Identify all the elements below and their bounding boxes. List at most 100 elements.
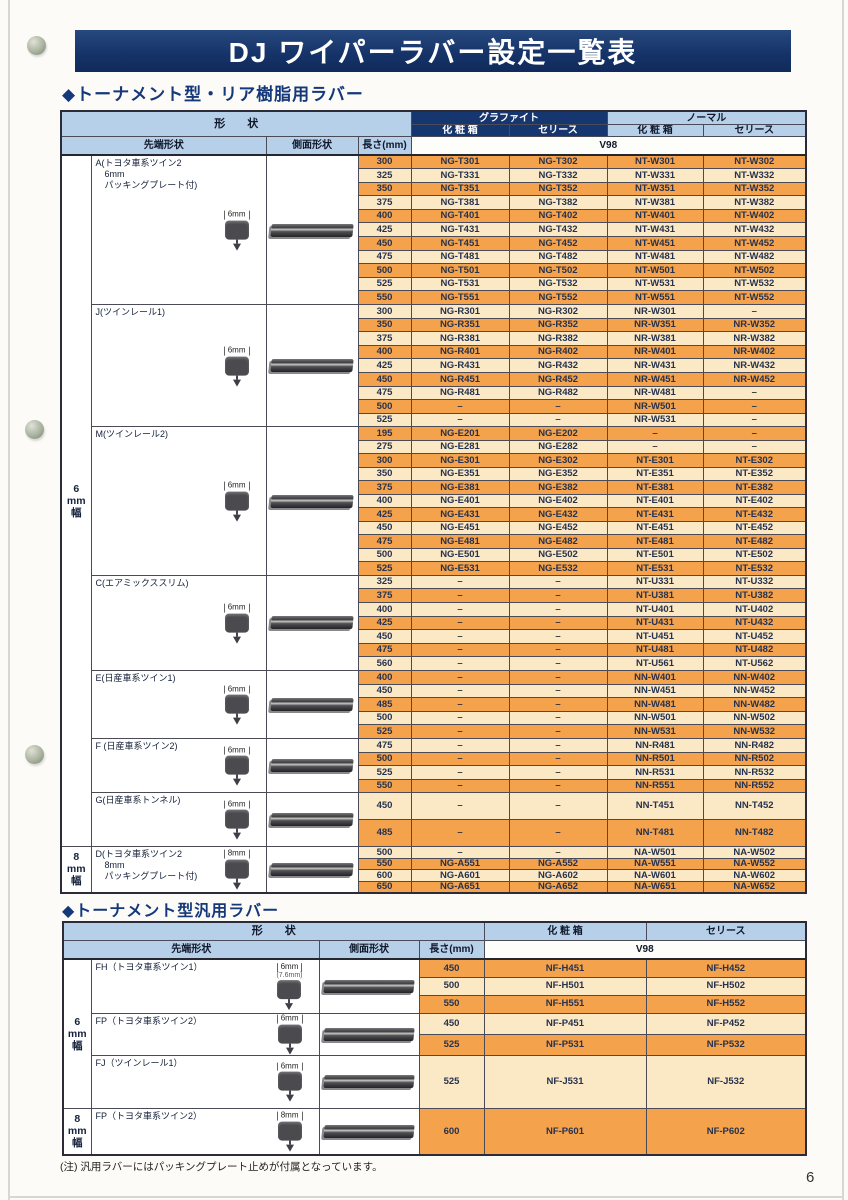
part-number-cell: NF-P532	[645, 1033, 807, 1056]
part-number-cell: NT-U481	[606, 642, 704, 658]
tip-shape-label-line: 8mm	[95, 859, 125, 870]
part-number-cell: NG-R482	[508, 385, 608, 401]
width-group-label: 6 mm 幅	[62, 958, 92, 1109]
part-number-cell: –	[410, 765, 510, 780]
tip-shape-label-line: M(ツインレール2)	[95, 429, 169, 440]
part-number-cell: –	[508, 846, 608, 859]
table-row: FJ（ツインレール1） 6mm 525 NF-J531 NF-J532	[63, 1054, 807, 1109]
length-cell: 550	[357, 857, 412, 870]
rubber-tip-stem	[288, 1140, 291, 1145]
tip-shape-label: A(トヨタ車系ツイン2 6mm パッキングプレート付)	[92, 156, 265, 190]
scan-edge-bottom	[8, 1196, 844, 1198]
part-number-cell: NT-W332	[702, 168, 807, 183]
tip-shape-diagram: 8mm	[276, 1111, 303, 1152]
part-number-cell: NT-E401	[606, 493, 704, 509]
part-number-cell: –	[410, 399, 510, 414]
width-group-char: mm	[67, 1125, 87, 1138]
rubber-tip-profile	[224, 809, 249, 829]
part-number-cell: NF-P601	[483, 1107, 647, 1156]
part-number-cell: NR-W381	[606, 331, 704, 346]
length-cell: 425	[357, 358, 412, 373]
part-number-cell: NT-U562	[702, 656, 807, 672]
part-number-cell: –	[410, 412, 510, 428]
part-number-cell: NF-J531	[483, 1054, 647, 1109]
part-number-cell: NN-R531	[606, 765, 704, 780]
side-view-cell	[265, 670, 359, 739]
part-number-cell: NT-W382	[702, 195, 807, 210]
part-number-cell: NT-W432	[702, 222, 807, 238]
table-row: 500– – NR-W501–	[61, 399, 807, 414]
part-number-cell: NG-T531	[410, 276, 510, 292]
part-number-cell: NR-W452	[702, 372, 807, 387]
table-row: 300 NG-E301 NG-E302 NT-E301 NT-E302	[61, 453, 807, 468]
width-group-char: 6	[74, 1015, 81, 1028]
part-number-cell: NA-W601	[606, 869, 704, 882]
table-row: 475 NG-R481 NG-R482 NR-W481–	[61, 385, 807, 401]
length-cell: 550	[357, 290, 412, 306]
length-cell: 350	[357, 181, 412, 197]
table-row: 500 NF-H501 NF-H502	[63, 976, 807, 996]
part-number-cell: NG-E352	[508, 466, 608, 482]
part-number-cell: NG-E301	[410, 453, 510, 468]
part-number-cell: NG-T332	[508, 168, 608, 183]
table-row: 650 NG-A651 NG-A652 NA-W651 NA-W652	[61, 880, 807, 893]
tip-shape-diagram: 6mm	[223, 603, 250, 644]
length-cell: 275	[357, 439, 412, 455]
table-row: 375 NG-E381 NG-E382 NT-E381 NT-E382	[61, 480, 807, 495]
tip-shape-label: E(日産車系ツイン1)	[92, 672, 265, 684]
tip-shape-cell: D(トヨタ車系ツイン2 8mm パッキングプレート付) 8mm	[90, 846, 267, 893]
dimension-label: 8mm	[276, 1111, 303, 1121]
part-number-cell: –	[508, 399, 608, 414]
part-number-cell: –	[410, 751, 510, 766]
down-arrow-icon	[232, 717, 241, 725]
rubber-tip-profile	[224, 220, 249, 240]
tip-shape-label-line: J(ツインレール1)	[95, 307, 166, 318]
part-number-cell: NA-W652	[702, 880, 807, 893]
side-view-cell	[265, 304, 359, 428]
table-row: M(ツインレール2) 6mm 195 NG-E201 NG-E202– –	[61, 426, 807, 576]
part-number-cell: NT-E501	[606, 547, 704, 563]
rubber-tip-stem	[235, 375, 238, 380]
table-row: 525 NF-P531 NF-P532	[63, 1033, 807, 1056]
table-row: 550– – NN-R551 NN-R552	[61, 778, 807, 793]
length-header: 長さ(mm)	[418, 940, 485, 960]
punch-hole	[25, 420, 44, 439]
part-number-cell: NF-P452	[645, 1012, 807, 1035]
side-view-photo	[270, 862, 354, 876]
length-cell: 525	[418, 1033, 485, 1056]
table-row: 525– – NN-W531 NN-W532	[61, 724, 807, 739]
part-number-cell: NG-A552	[508, 857, 608, 870]
tip-shape-diagram: 6mm	[223, 684, 250, 725]
part-number-cell: NR-W351	[606, 317, 704, 333]
length-cell: 525	[357, 561, 412, 576]
table-row: 8 mm 幅 D(トヨタ車系ツイン2 8mm パッキングプレート付) 8mm 500– – N…	[60, 846, 807, 893]
dimension-label: 6mm	[276, 1061, 303, 1071]
part-number-cell: NG-R301	[410, 304, 510, 319]
part-number-cell: NG-E501	[410, 547, 510, 563]
normal-series-header: セリース	[702, 124, 807, 137]
tip-shape-label-line: FJ（ツインレール1）	[95, 1057, 183, 1068]
part-number-cell: –	[508, 819, 608, 847]
side-view-photo	[270, 813, 354, 826]
rubber-tip-profile	[277, 980, 302, 1000]
part-number-cell: –	[410, 710, 510, 726]
part-number-cell: NN-W481	[606, 697, 704, 712]
part-number-cell: NG-R352	[508, 317, 608, 333]
part-number-cell: –	[508, 588, 608, 604]
table-row: C(エアミックススリム) 6mm 325– – NT-U331 NT-U332	[61, 574, 807, 672]
part-number-cell: NG-A601	[410, 869, 510, 882]
part-number-cell: NT-W301	[606, 154, 704, 170]
part-number-cell: NT-W481	[606, 249, 704, 265]
part-number-cell: NR-W402	[702, 344, 807, 360]
length-cell: 450	[357, 629, 412, 644]
part-number-cell: –	[410, 724, 510, 739]
table-row: F (日産車系ツイン2) 6mm 475– – NN-R481 NN-R482	[61, 738, 807, 793]
part-number-cell: –	[508, 710, 608, 726]
part-number-cell: NT-U451	[606, 629, 704, 644]
part-number-cell: –	[410, 629, 510, 644]
tip-shape-diagram: 6mm	[276, 1014, 303, 1054]
width-group-char: mm	[67, 1027, 87, 1040]
side-view-photo	[323, 1124, 415, 1138]
section-title-general-rubber: ◆トーナメント型汎用ラバー	[62, 903, 280, 920]
series-header: セリース	[645, 921, 807, 941]
